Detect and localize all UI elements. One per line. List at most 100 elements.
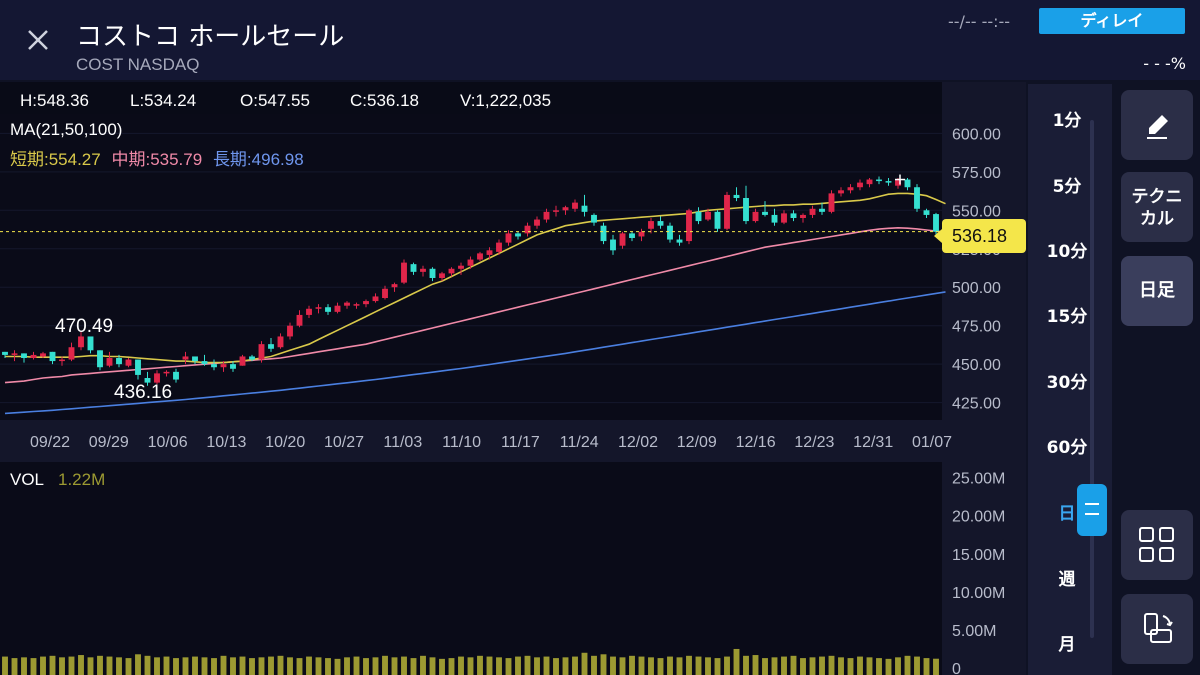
technical-button[interactable]: テクニカル	[1121, 172, 1193, 242]
volume-bar	[581, 652, 588, 675]
volume-label: VOL	[10, 470, 45, 489]
daily-candle-button[interactable]: 日足	[1121, 256, 1193, 326]
volume-bar	[572, 656, 578, 675]
close-value: C:536.18	[350, 91, 419, 110]
volume-bar	[429, 657, 436, 675]
volume-bar	[410, 658, 417, 675]
volume-bar	[258, 657, 265, 675]
draw-button[interactable]	[1121, 90, 1193, 160]
candle-body	[496, 242, 502, 252]
timeframe-day[interactable]: 日	[1058, 504, 1076, 524]
volume-bar	[752, 655, 759, 675]
candle-body	[30, 354, 37, 358]
date-tick-label: 10/13	[206, 434, 246, 451]
price-axis-label: 450.00	[952, 357, 1001, 374]
candle-body	[97, 350, 103, 368]
close-icon[interactable]	[24, 26, 52, 54]
volume-bar	[382, 655, 388, 675]
last-update-time: --/-- --:--	[948, 12, 1011, 31]
candle-body	[363, 301, 369, 305]
price-axis-label: 475.00	[952, 319, 1001, 336]
volume-bar	[420, 655, 426, 675]
timeframe-60min[interactable]: 60分	[1046, 438, 1088, 458]
volume-bar	[325, 658, 331, 675]
volume-bar	[363, 658, 369, 675]
volume-bar	[30, 658, 37, 675]
candle-body	[781, 213, 787, 223]
timeframe-15min[interactable]: 15分	[1046, 307, 1088, 327]
volume-bar	[249, 658, 255, 675]
date-tick-label: 10/20	[265, 434, 305, 451]
volume-bar	[819, 656, 825, 675]
volume-bar	[163, 656, 170, 675]
timeframe-month[interactable]: 月	[1058, 635, 1076, 655]
date-axis	[0, 420, 942, 462]
timeframe-track[interactable]	[1090, 120, 1094, 638]
layout-button[interactable]	[1121, 510, 1193, 580]
timeframe-slider-handle[interactable]	[1077, 484, 1107, 536]
candle-body	[619, 233, 626, 246]
candle-body	[391, 284, 398, 288]
volume-axis-label: 15.00M	[952, 547, 1005, 564]
volume-bar	[695, 656, 702, 675]
candle-body	[695, 211, 702, 222]
volume-bar	[923, 658, 930, 675]
volume-bar	[11, 658, 18, 675]
timeframe-5min[interactable]: 5分	[1052, 177, 1082, 197]
volume-bar	[154, 657, 160, 675]
candle-body	[686, 210, 692, 242]
ma-mid-value: 中期:535.79	[111, 150, 203, 169]
volume-axis-label: 0	[952, 661, 961, 675]
candle-body	[344, 302, 350, 306]
volume-bar	[714, 658, 721, 675]
volume-chart-area[interactable]	[0, 462, 942, 675]
candle-body	[21, 353, 27, 358]
volume-bar	[676, 657, 683, 675]
candle-body	[401, 262, 407, 283]
timeframe-week[interactable]: 週	[1058, 570, 1076, 590]
candle-body	[125, 359, 132, 366]
timeframe-10min[interactable]: 10分	[1046, 242, 1088, 262]
volume-bar	[135, 654, 141, 675]
volume-bar	[448, 658, 455, 675]
volume-bar	[477, 655, 483, 675]
candle-body	[866, 179, 873, 185]
candle-body	[287, 325, 293, 337]
candle-body	[771, 214, 778, 223]
volume-value: V:1,222,035	[460, 91, 552, 110]
volume-bar	[21, 657, 27, 675]
volume-bar	[2, 656, 8, 675]
candle-body	[182, 356, 189, 360]
volume-axis-label: 25.00M	[952, 471, 1005, 488]
candle-body	[439, 273, 445, 278]
volume-bar	[857, 656, 863, 675]
volume-bar	[638, 656, 645, 675]
change-percent: - - -%	[1143, 54, 1186, 73]
timeframe-30min[interactable]: 30分	[1046, 373, 1088, 393]
volume-bar	[439, 658, 445, 675]
volume-bar	[876, 658, 882, 675]
volume-bar	[287, 657, 293, 675]
date-tick-label: 09/29	[89, 434, 129, 451]
price-axis-label: 600.00	[952, 126, 1001, 143]
volume-bar	[619, 657, 626, 675]
volume-bar	[809, 657, 816, 675]
high-value: H:548.36	[20, 91, 89, 110]
volume-axis-label: 20.00M	[952, 509, 1005, 526]
ma-long-line	[4, 291, 946, 415]
volume-bar	[315, 657, 322, 675]
rotate-button[interactable]	[1121, 594, 1193, 664]
price-volume-chart[interactable]: 600.00575.00550.00525.00500.00475.00450.…	[0, 0, 1026, 675]
candle-body	[144, 378, 151, 383]
volume-axis-label: 5.00M	[952, 623, 996, 640]
volume-bar	[125, 658, 132, 675]
volume-bar	[600, 654, 607, 675]
high-annotation: 470.49	[55, 316, 114, 337]
candle-body	[173, 371, 179, 380]
candle-body	[809, 208, 816, 215]
date-tick-label: 10/27	[324, 434, 364, 451]
timeframe-1min[interactable]: 1分	[1052, 111, 1082, 131]
timeframe-selector[interactable]: 1分 5分 10分 15分 30分 60分 日 週 月	[1028, 84, 1112, 675]
candle-body	[629, 233, 635, 238]
candle-body	[933, 214, 939, 232]
